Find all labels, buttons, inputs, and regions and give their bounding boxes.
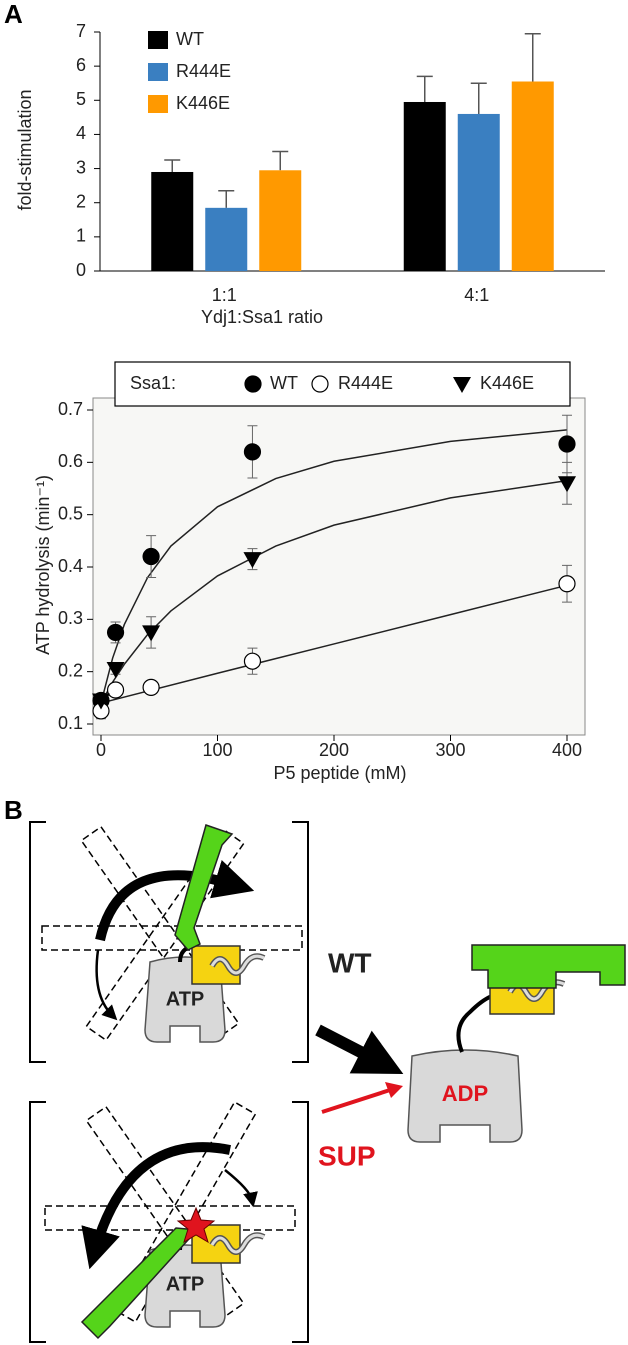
legend-label: R444E xyxy=(176,61,231,81)
arrow xyxy=(95,949,118,1021)
legend-label: WT xyxy=(176,29,204,49)
nbd xyxy=(407,1049,523,1143)
y-tick-label: 3 xyxy=(76,157,86,177)
bar xyxy=(403,101,446,271)
panel-label: A xyxy=(4,0,23,29)
error-bar xyxy=(470,82,487,114)
peptide xyxy=(210,954,265,975)
x-tick-label: 100 xyxy=(202,740,232,760)
y-axis-label: ATP hydrolysis (min⁻¹) xyxy=(33,475,53,655)
state-top: ATP xyxy=(29,821,309,1063)
point xyxy=(142,625,161,642)
fit-line xyxy=(100,429,568,704)
wt-label: WT xyxy=(328,947,372,978)
x-axis-label: P5 peptide (mM) xyxy=(273,763,406,783)
mutation-star xyxy=(176,1206,216,1244)
arrowhead xyxy=(385,1082,403,1098)
point xyxy=(558,435,576,453)
error-bar xyxy=(524,32,541,82)
legend-label: K446E xyxy=(480,373,534,393)
legend-marker xyxy=(244,375,262,393)
arrow xyxy=(315,1024,404,1074)
fit-line xyxy=(100,584,568,704)
x-tick-label: 400 xyxy=(552,740,582,760)
legend-box xyxy=(114,361,571,407)
point xyxy=(243,552,262,569)
point xyxy=(106,681,125,699)
y-tick-label: 0.6 xyxy=(58,451,83,471)
y-tick-label: 0.5 xyxy=(58,503,83,523)
y-tick-label: 0.1 xyxy=(58,713,83,733)
bar xyxy=(151,171,194,271)
point xyxy=(558,575,576,593)
y-tick-label: 5 xyxy=(76,89,86,109)
point xyxy=(243,443,262,461)
state-bottom: ATP xyxy=(29,1101,309,1343)
bar xyxy=(511,81,554,271)
arrow xyxy=(81,1142,231,1270)
bar xyxy=(259,170,302,271)
y-axis-label: fold-stimulation xyxy=(15,89,35,210)
arrow xyxy=(321,1088,391,1114)
y-tick-label: 6 xyxy=(76,55,86,75)
y-tick-label: 4 xyxy=(76,123,86,143)
y-tick-label: 0.7 xyxy=(58,399,83,419)
error-bar xyxy=(416,75,433,102)
point xyxy=(106,623,125,642)
dashed-lid xyxy=(44,1205,296,1231)
legend-swatch xyxy=(148,31,168,49)
legend-swatch xyxy=(148,63,168,81)
x-tick-label: 4:1 xyxy=(464,285,489,305)
y-tick-label: 0.3 xyxy=(58,608,83,628)
peptide xyxy=(210,1233,265,1254)
nucleotide: ATP xyxy=(166,1273,205,1295)
x-tick-label: 300 xyxy=(435,740,465,760)
legend-title: Ssa1: xyxy=(130,373,176,393)
error-bar xyxy=(272,150,289,171)
lid xyxy=(471,944,626,989)
point xyxy=(92,693,110,710)
point xyxy=(558,476,576,493)
y-tick-label: 0 xyxy=(76,260,86,280)
legend-swatch xyxy=(148,95,168,113)
dashed-lid xyxy=(41,925,303,951)
linker xyxy=(456,994,493,1053)
nucleotide: ADP xyxy=(442,1081,488,1106)
y-tick-label: 2 xyxy=(76,191,86,211)
point xyxy=(142,547,160,566)
legend-label: R444E xyxy=(338,373,393,393)
bar xyxy=(205,207,248,271)
x-axis-label: Ydj1:Ssa1 ratio xyxy=(201,307,323,327)
lid xyxy=(174,824,234,951)
product: WT SUP ADP xyxy=(315,944,626,1171)
legend-label: K446E xyxy=(176,93,230,113)
plot-frame xyxy=(92,397,586,736)
y-tick-label: 0.4 xyxy=(58,556,83,576)
y-tick-label: 0.2 xyxy=(58,660,83,680)
panel-label: B xyxy=(4,795,23,825)
bracket xyxy=(29,821,309,1063)
bracket xyxy=(29,1101,309,1343)
y-tick-label: 1 xyxy=(76,226,86,246)
bar xyxy=(457,113,500,271)
x-tick-label: 1:1 xyxy=(212,285,237,305)
point xyxy=(142,678,160,696)
nucleotide: ATP xyxy=(166,988,205,1010)
legend-marker xyxy=(453,377,471,393)
fit-line xyxy=(100,479,568,704)
legend-marker xyxy=(311,375,329,393)
arrow xyxy=(224,1169,258,1208)
legend-label: WT xyxy=(270,373,298,393)
sup-label: SUP xyxy=(318,1140,376,1171)
x-tick-label: 200 xyxy=(319,740,349,760)
y-tick-label: 7 xyxy=(76,21,86,41)
point xyxy=(106,662,125,679)
error-bar xyxy=(164,159,181,172)
error-bar xyxy=(218,190,235,208)
x-tick-label: 0 xyxy=(96,740,106,760)
point xyxy=(243,652,262,670)
